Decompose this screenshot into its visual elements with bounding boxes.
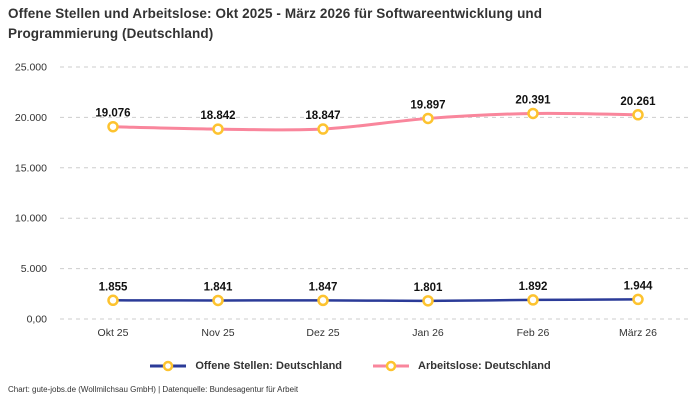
legend: Offene Stellen: Deutschland Arbeitslose: … xyxy=(0,360,700,372)
y-axis-tick-label: 5.000 xyxy=(21,263,47,275)
data-point-label: 1.944 xyxy=(624,280,653,292)
series-line-arbeitslose-deutschland xyxy=(111,111,640,132)
data-point-marker xyxy=(422,112,434,125)
x-axis-label: Dez 25 xyxy=(306,327,339,339)
data-point-label: 1.801 xyxy=(414,282,443,294)
data-point-marker xyxy=(212,123,224,135)
legend-marker-icon xyxy=(373,360,410,372)
y-axis-tick-label: 25.000 xyxy=(15,62,47,74)
x-axis-label: Jan 26 xyxy=(412,327,444,339)
legend-label: Arbeitslose: Deutschland xyxy=(418,360,551,372)
chart-title: Offene Stellen und Arbeitslose: Okt 2025… xyxy=(8,6,543,41)
x-axis-label: Okt 25 xyxy=(98,327,129,339)
chart-credit: Chart: gute-jobs.de (Wollmilchsau GmbH) … xyxy=(8,385,299,394)
data-point-marker xyxy=(212,294,224,307)
y-axis-tick-label: 10.000 xyxy=(15,213,47,225)
data-point-label: 1.847 xyxy=(309,281,338,293)
data-point-label: 1.841 xyxy=(204,281,233,293)
data-point-label: 18.842 xyxy=(200,110,235,122)
data-point-label: 19.897 xyxy=(410,99,445,111)
line-chart: 0,00 5.000 10.000 15.000 20.000 25.000 Okt 25 N… xyxy=(15,62,692,339)
y-axis-tick-label: 15.000 xyxy=(15,162,47,174)
data-point-marker xyxy=(422,295,434,307)
data-point-marker xyxy=(107,294,119,307)
legend-label: Offene Stellen: Deutschland xyxy=(195,360,343,372)
x-axis-label: Feb 26 xyxy=(517,327,550,339)
data-point-marker xyxy=(632,293,644,306)
y-axis-tick-label: 20.000 xyxy=(15,112,47,124)
data-point-label: 1.892 xyxy=(519,281,548,293)
data-point-label: 20.391 xyxy=(515,94,551,106)
x-axis-label: März 26 xyxy=(619,327,657,339)
data-point-marker xyxy=(632,109,644,121)
legend-item-offene-stellen-deutschland: Offene Stellen: Deutschland xyxy=(149,360,342,372)
data-point-marker xyxy=(317,123,329,135)
legend-marker-icon xyxy=(150,360,187,372)
data-point-label: 20.261 xyxy=(620,96,656,108)
data-point-label: 1.855 xyxy=(99,281,128,293)
data-point-marker xyxy=(527,107,539,120)
data-point-marker xyxy=(317,294,329,307)
data-point-label: 18.847 xyxy=(305,110,340,122)
series-line-offene-stellen-deutschland xyxy=(111,298,640,303)
y-axis-tick-label: 0,00 xyxy=(27,314,48,326)
data-point-marker xyxy=(527,294,539,306)
data-point-marker xyxy=(107,120,119,133)
legend-item-arbeitslose-deutschland: Arbeitslose: Deutschland xyxy=(372,360,551,372)
x-axis-label: Nov 25 xyxy=(201,327,234,339)
data-point-label: 19.076 xyxy=(95,108,130,120)
